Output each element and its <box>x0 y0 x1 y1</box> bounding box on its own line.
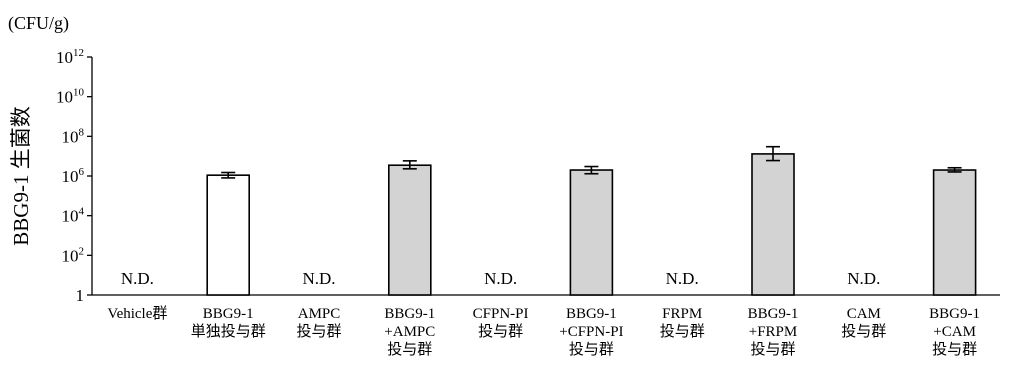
category-label: 投与群 <box>387 341 432 358</box>
category-label: 投与群 <box>296 323 341 340</box>
category-label: FRPM <box>662 306 702 322</box>
error-bars <box>221 145 962 179</box>
y-tick-label: 1010 <box>56 87 85 107</box>
category-label: AMPC <box>298 306 341 322</box>
bar <box>206 174 250 296</box>
category-label: 投与群 <box>478 323 523 340</box>
category-label: 単独投与群 <box>191 323 266 340</box>
bar <box>387 164 432 296</box>
category-label: BBG9-1 <box>929 306 980 322</box>
category-label: BBG9-1 <box>384 306 435 322</box>
category-labels: Vehicle群 BBG9-1単独投与群AMPC投与群BBG9-1+AMPC投与群… <box>107 305 980 358</box>
nd-label: N.D. <box>302 269 335 288</box>
nd-label: N.D. <box>666 269 699 288</box>
category-label: 投与群 <box>569 341 614 358</box>
error-bar <box>766 145 780 162</box>
category-label: +AMPC <box>384 324 435 340</box>
category-label: 投与群 <box>750 341 795 358</box>
error-bar <box>584 165 599 175</box>
category-label: CFPN-PI <box>473 306 529 322</box>
nd-label: N.D. <box>847 269 880 288</box>
nd-label: N.D. <box>121 269 154 288</box>
y-tick-label: 104 <box>62 206 85 226</box>
category-label: 投与群 <box>841 323 886 340</box>
y-tick-label: 102 <box>62 245 85 265</box>
error-bar <box>221 171 236 179</box>
y-tick-label: 108 <box>62 126 85 146</box>
bar <box>569 169 614 296</box>
bars <box>206 153 977 296</box>
y-axis-unit-label: (CFU/g) <box>8 13 69 34</box>
y-axis-label: BBG9-1 生菌数 <box>9 106 33 245</box>
y-tick-label: 1 <box>76 286 85 305</box>
category-label: +CFPN-PI <box>559 324 623 340</box>
y-tick-label: 1012 <box>56 47 84 67</box>
category-label: Vehicle群 <box>107 305 167 322</box>
category-label: BBG9-1 <box>748 306 799 322</box>
bar <box>751 153 795 296</box>
nd-label: N.D. <box>484 269 517 288</box>
category-label: BBG9-1 <box>203 306 254 322</box>
y-axis-ticks: 1012 1010 108 106 104 102 1 <box>56 47 92 305</box>
category-label: 投与群 <box>660 323 705 340</box>
y-tick-label: 106 <box>62 166 85 186</box>
category-label: CAM <box>847 306 881 322</box>
category-label: BBG9-1 <box>566 306 617 322</box>
nd-labels: N.D. N.D. N.D. N.D. N.D. <box>121 269 880 288</box>
category-label: +FRPM <box>749 324 798 340</box>
error-bar <box>947 166 962 173</box>
error-bar <box>402 160 417 170</box>
category-label: +CAM <box>933 324 976 340</box>
bar <box>932 169 977 296</box>
category-label: 投与群 <box>932 341 977 358</box>
